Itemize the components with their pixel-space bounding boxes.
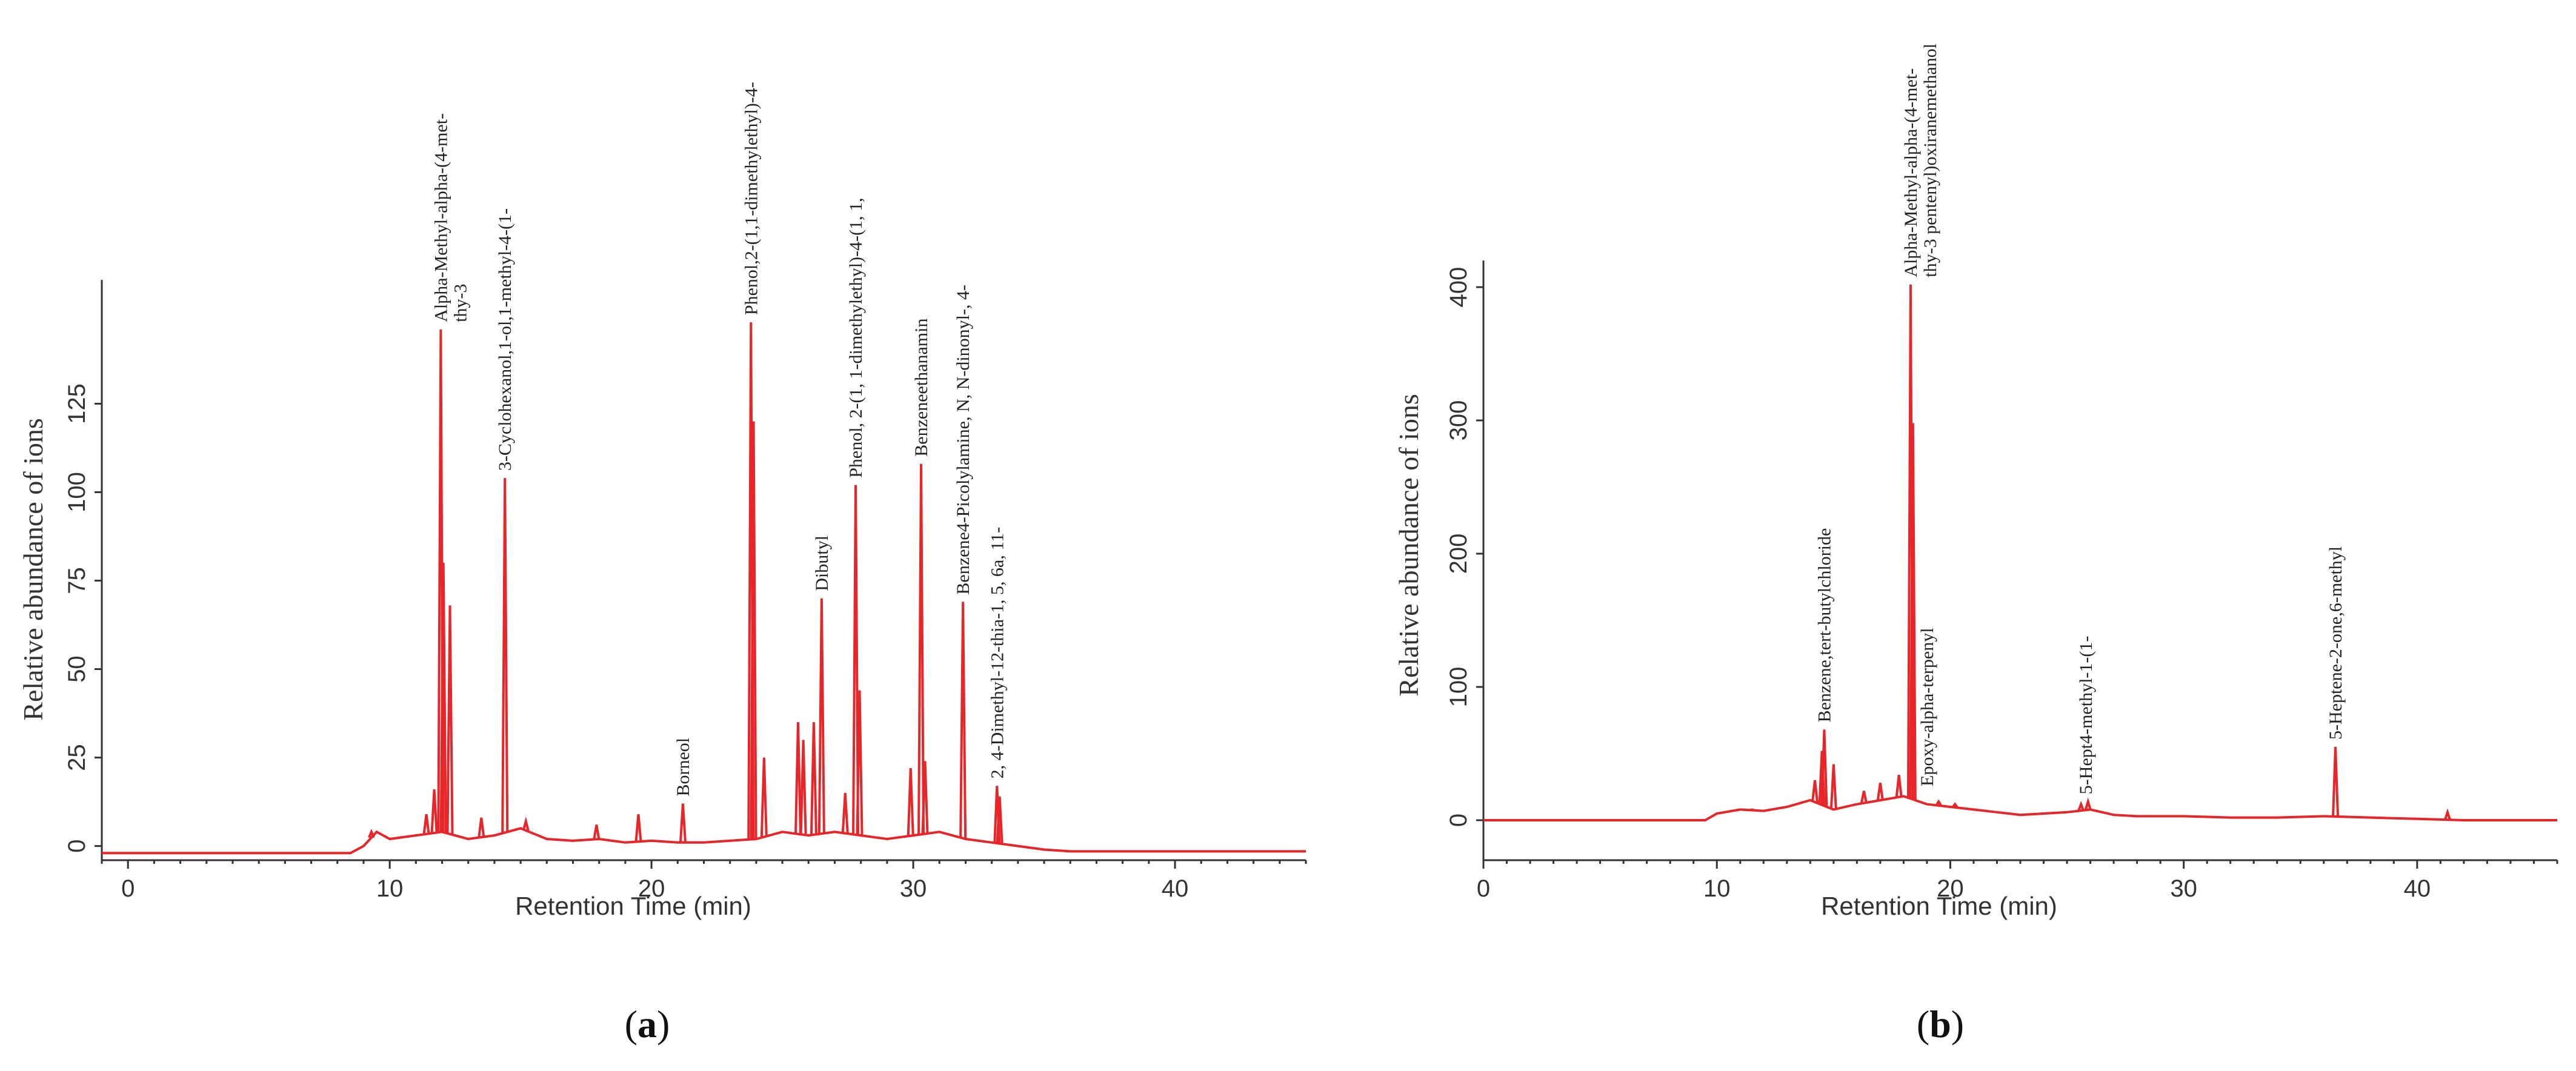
peak-spike [2084, 797, 2092, 811]
y-tick-label: 125 [64, 383, 90, 424]
y-tick-label: 100 [1445, 667, 1472, 708]
x-tick-label: 10 [1703, 875, 1731, 902]
peak-spike [841, 792, 849, 834]
series-a [102, 322, 1306, 855]
peak-spike [996, 796, 1003, 844]
peak-spike [817, 598, 825, 834]
peak-spike [1895, 774, 1903, 797]
peak-spike [430, 789, 438, 834]
peak-labels-a: Alpha-Methyl-alpha-(4-met-thy-3 3-Cyclohe… [431, 82, 1007, 796]
peak-spike [446, 605, 454, 834]
peak-label: Benzene4-Picolylamine, N, N-dinonyl-, 4- [953, 285, 973, 595]
peak-spike [1820, 729, 1828, 806]
y-tick-label: 400 [1445, 267, 1472, 308]
x-ticks-a: 0 10 20 30 40 [101, 860, 1307, 902]
x-ticks-b: 0 10 20 30 40 [1477, 860, 2558, 902]
peak-spike [959, 602, 967, 838]
peak-label: Alpha-Methyl-alpha-(4-met-thy-3 [431, 113, 470, 322]
y-tick-label: 75 [64, 567, 90, 594]
peak-spike [478, 817, 485, 838]
y-axis-a: 0 25 50 75 100 125 [64, 280, 103, 860]
x-tick-label: 40 [1162, 875, 1189, 902]
x-tick-label: 20 [1937, 875, 1964, 902]
peak-spike [422, 814, 430, 835]
peak-spike [439, 563, 447, 832]
peak-label: Benzeneethanamin [911, 319, 931, 457]
peak-spike [522, 816, 530, 831]
peak-spike [679, 803, 687, 843]
peak-spike [856, 690, 864, 835]
peak-spike [2444, 808, 2451, 820]
peak-spike [1876, 783, 1884, 801]
x-axis-label-b: Retention Time (min) [1821, 892, 2057, 920]
peak-label: Benzene,tert-butylchloride [1814, 528, 1834, 723]
peak-spike [1951, 802, 1959, 809]
peak-label: Phenol, 2-(1, 1-dimethylethyl)-4-(1, 1, [846, 197, 866, 477]
panel-caption-b: (b) [1917, 1003, 1964, 1046]
baseline-trace [1483, 795, 2557, 821]
peak-spike [368, 829, 375, 838]
y-tick-label: 100 [64, 472, 90, 512]
peak-spike [1909, 423, 1917, 800]
x-tick-label: 30 [2170, 875, 2197, 902]
y-axis-label-a: Relative abundance of ions [18, 418, 48, 720]
peak-label: Phenol,2-(1,1-dimethylethyl)-4- [741, 82, 761, 315]
y-tick-label: 300 [1445, 400, 1472, 441]
peak-label: Dibutyl [812, 536, 832, 591]
x-tick-label: 10 [376, 875, 404, 902]
y-tick-label: 50 [64, 655, 90, 683]
x-axis-label-a: Retention Time (min) [515, 892, 751, 920]
x-tick-label: 0 [1477, 875, 1490, 902]
peak-spike [2332, 746, 2340, 817]
peak-spike [1829, 764, 1837, 810]
peak-spike [799, 740, 807, 835]
y-ticks-a: 0 25 50 75 100 125 [64, 383, 102, 853]
peak-spike [593, 824, 601, 840]
peak-label: 5-Heptene-2-one,6-methyl [2326, 546, 2346, 740]
peak-spike [760, 757, 768, 837]
peak-label: 5-Hept4-methyl-1-(1- [2076, 636, 2096, 795]
peak-spike [2077, 800, 2085, 811]
y-tick-label: 25 [64, 744, 90, 771]
chart-panel-b: 0 100 200 300 400 0 10 20 30 40 Benzene,tert-but… [1393, 44, 2558, 1046]
x-tick-label: 40 [2404, 875, 2431, 902]
baseline-trace [102, 827, 1306, 855]
peak-spike [1935, 799, 1942, 806]
peak-label: 2, 4-Dimethyl-12-thia-1, 5, 6a, 11- [987, 527, 1007, 778]
x-axis-a: 0 10 20 30 40 [101, 859, 1307, 902]
y-ticks-b: 0 100 200 300 400 [1445, 267, 1483, 827]
peak-label: 3-Cyclohexanol,1-ol,1-methyl-4-(1- [495, 208, 515, 471]
peak-spike [852, 485, 860, 835]
peak-labels-b: Benzene,tert-butylchloride Alpha-Methyl-a… [1814, 44, 2346, 794]
peak-spike [750, 421, 757, 840]
x-tick-label: 20 [638, 875, 665, 902]
y-axis-label-b: Relative abundance of ions [1393, 394, 1424, 696]
y-tick-label: 0 [1445, 814, 1472, 827]
panel-caption-a: (a) [625, 1003, 670, 1046]
x-tick-label: 30 [900, 875, 927, 902]
peak-spike [501, 478, 509, 833]
peak-spike [810, 722, 817, 835]
x-axis-b: 0 10 20 30 40 [1477, 859, 2558, 902]
chart-panel-a: 0 25 50 75 100 125 0 10 20 30 40 Alpha-Methyl-alp… [18, 82, 1307, 1046]
y-tick-label: 0 [64, 840, 90, 853]
y-tick-label: 200 [1445, 534, 1472, 574]
peak-label: Borneol [673, 738, 693, 797]
peak-spike [1749, 808, 1755, 812]
peak-label: Epoxy-alpha-terpenyl [1917, 628, 1937, 786]
peak-spike [921, 761, 929, 834]
peak-spike [917, 463, 925, 835]
peak-label: Alpha-Methyl-alpha-(4-met-thy-3 pentenyl… [1901, 44, 1940, 277]
x-tick-label: 0 [121, 875, 135, 902]
peak-spike [907, 768, 914, 836]
peak-spike [794, 722, 802, 834]
peak-spike [634, 814, 642, 842]
peak-spike [1860, 791, 1868, 804]
series-b [1483, 284, 2557, 821]
y-axis-b: 0 100 200 300 400 [1445, 260, 1485, 860]
peak-spike [1811, 780, 1819, 803]
